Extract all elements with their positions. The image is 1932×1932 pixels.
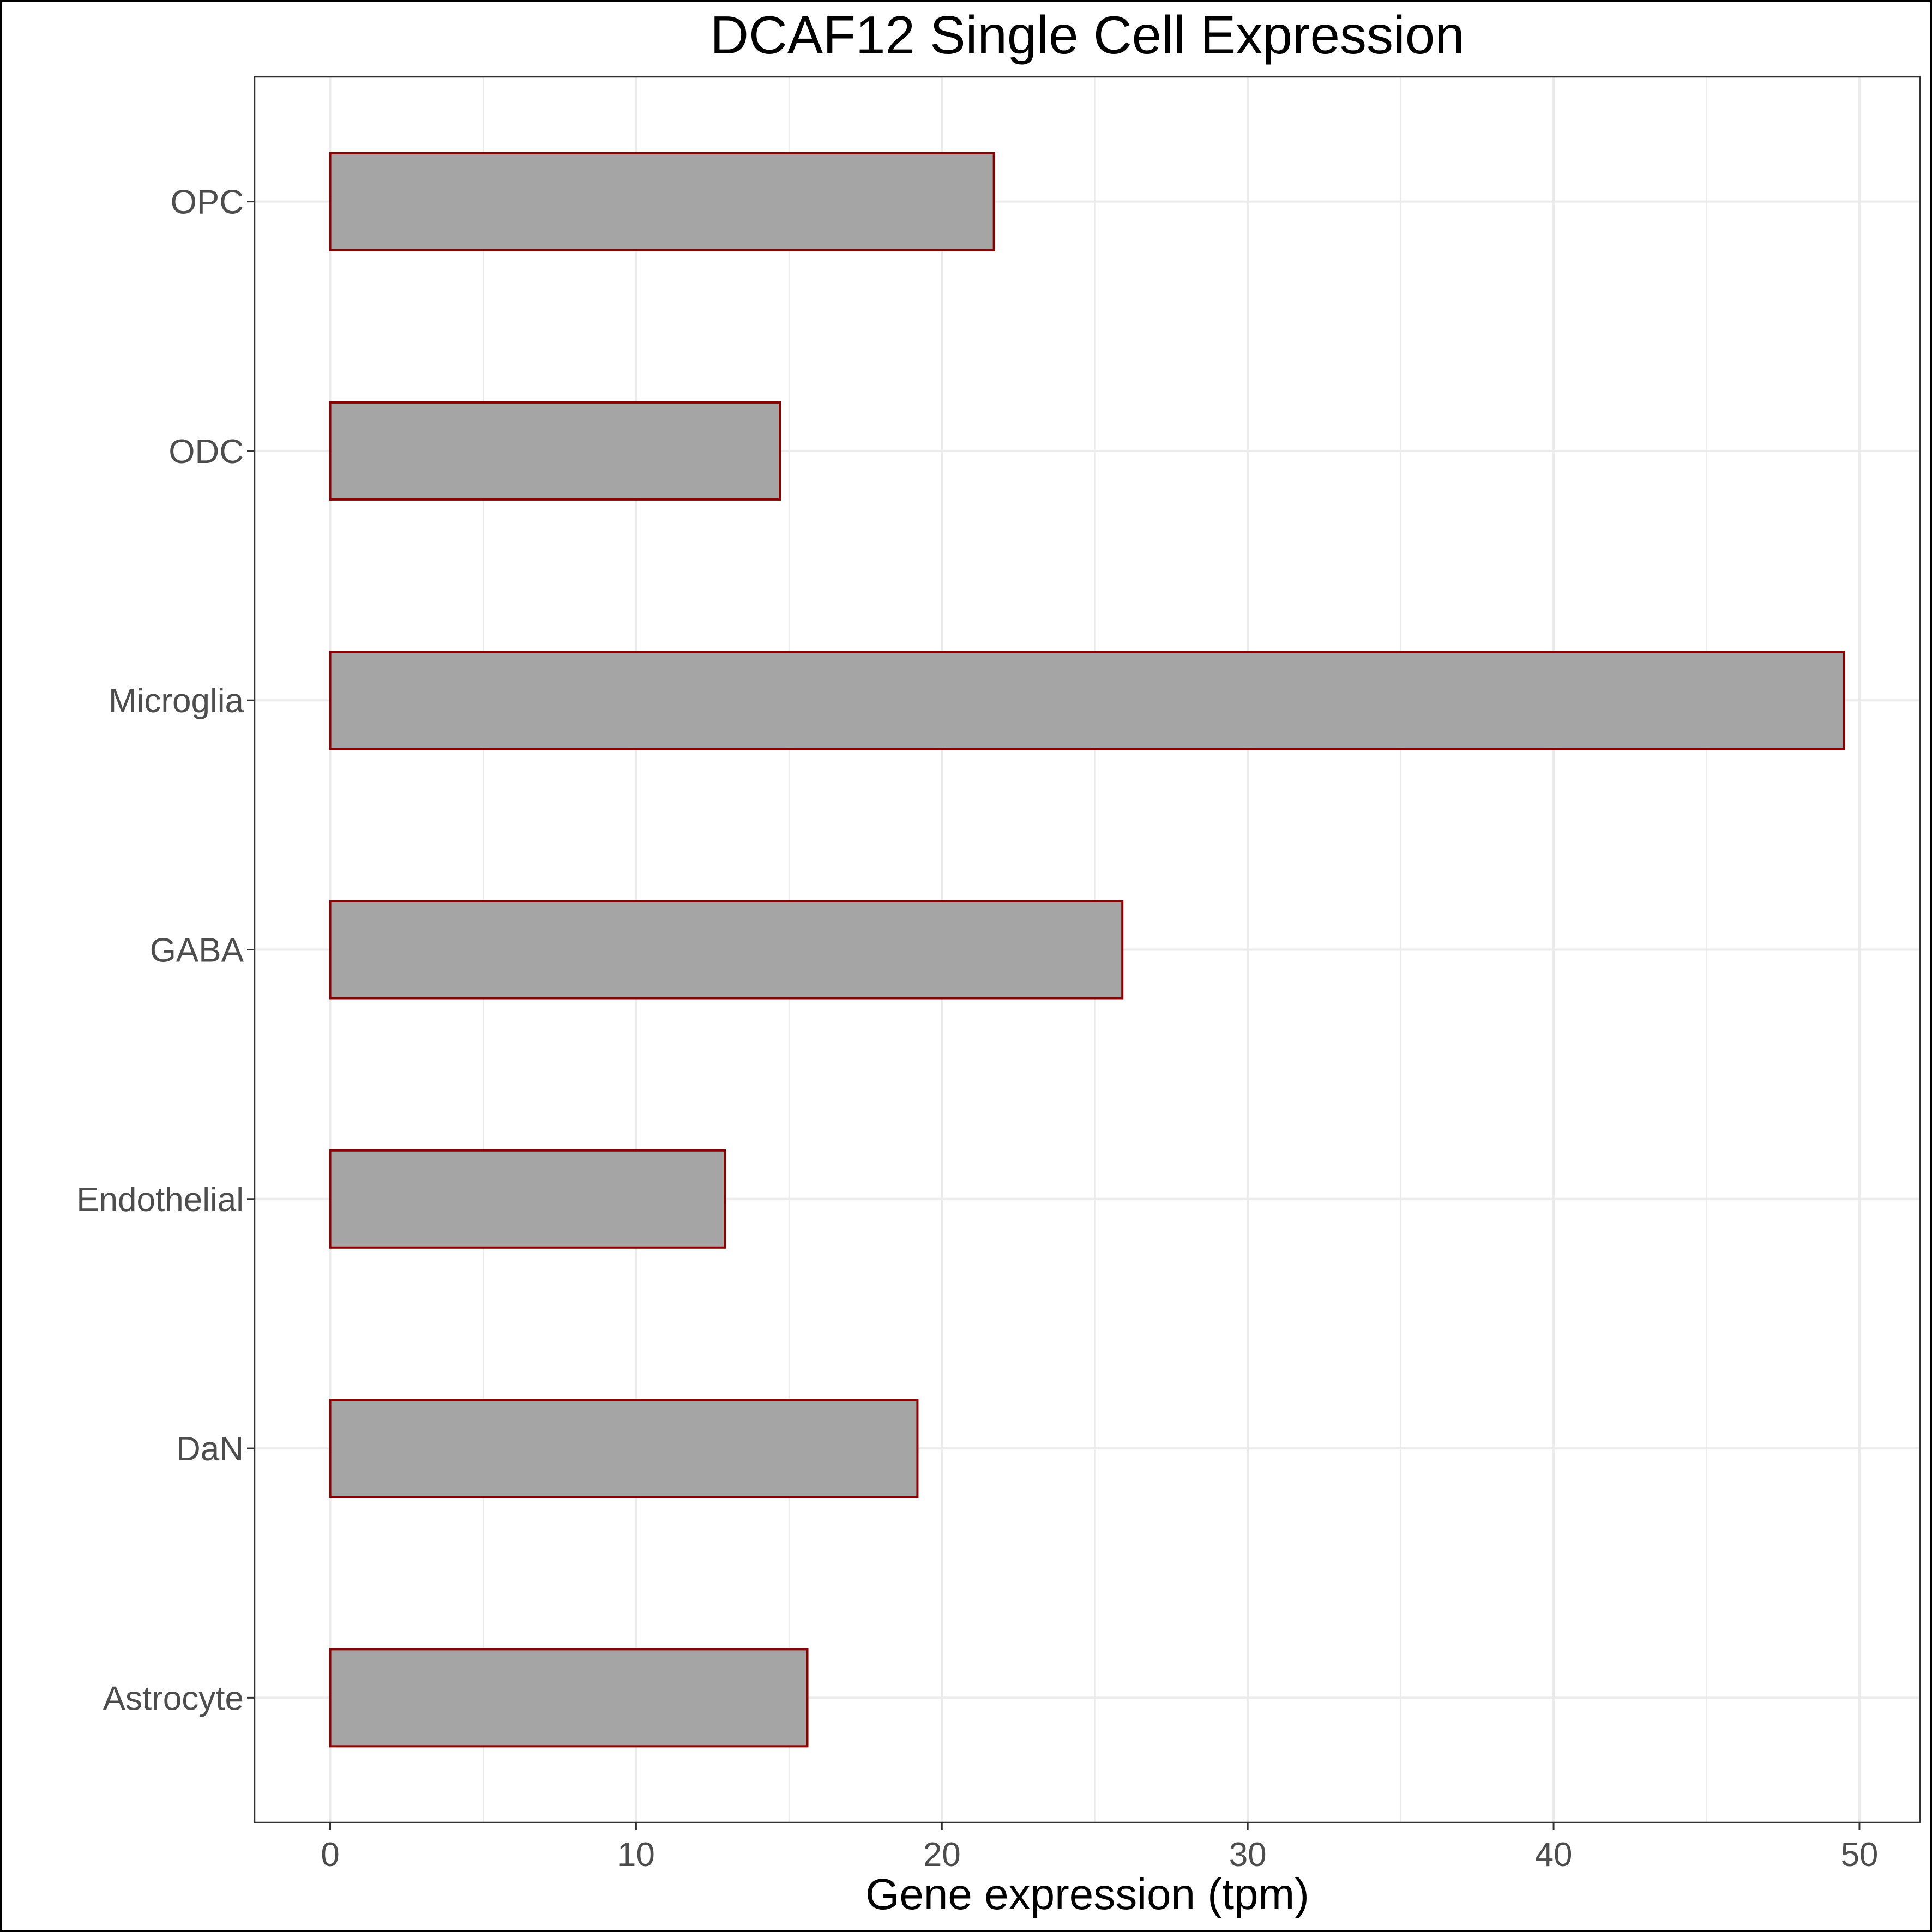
- bar-opc: [329, 152, 995, 251]
- x-tick-label: 10: [617, 1836, 655, 1874]
- bar-microglia: [329, 651, 1845, 750]
- chart-title: DCAF12 Single Cell Expression: [710, 5, 1464, 65]
- y-axis-ticks: Astrocyte DaN Endothelial GABA Microglia ODC O…: [76, 184, 255, 1717]
- y-tick-label: Microglia: [109, 682, 244, 720]
- x-axis-title: Gene expression (tpm): [865, 1870, 1309, 1918]
- y-tick-label: GABA: [150, 932, 244, 970]
- bars: [329, 152, 1845, 1748]
- bar-endothelial: [329, 1149, 726, 1249]
- bar-astrocyte: [329, 1648, 809, 1748]
- y-tick-label: OPC: [171, 184, 244, 221]
- x-tick-label: 50: [1840, 1836, 1878, 1874]
- y-tick-label: ODC: [168, 433, 244, 471]
- x-tick-label: 30: [1229, 1836, 1267, 1874]
- y-tick-label: Endothelial: [76, 1181, 244, 1219]
- x-tick-label: 40: [1535, 1836, 1573, 1874]
- y-tick-label: DaN: [176, 1430, 244, 1468]
- bar-dan: [329, 1399, 919, 1498]
- x-axis-ticks: 0 10 20 30 40 50: [321, 1822, 1878, 1874]
- x-tick-label: 20: [923, 1836, 961, 1874]
- bar-odc: [329, 401, 781, 501]
- bar-gaba: [329, 900, 1124, 1000]
- y-tick-label: Astrocyte: [103, 1680, 244, 1717]
- x-tick-label: 0: [321, 1836, 339, 1874]
